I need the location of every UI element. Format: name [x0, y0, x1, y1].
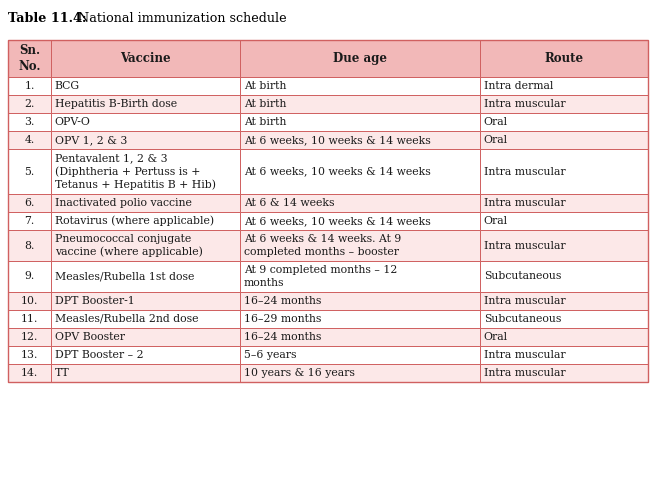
- Text: DPT Booster-1: DPT Booster-1: [54, 296, 134, 306]
- Text: National immunization schedule: National immunization schedule: [70, 12, 287, 25]
- Text: Hepatitis B-Birth dose: Hepatitis B-Birth dose: [54, 99, 177, 109]
- Text: At 6 weeks & 14 weeks. At 9
completed months – booster: At 6 weeks & 14 weeks. At 9 completed mo…: [243, 235, 401, 256]
- Text: 2.: 2.: [24, 99, 35, 109]
- Text: 16–24 months: 16–24 months: [243, 296, 321, 306]
- Text: Measles/Rubella 2nd dose: Measles/Rubella 2nd dose: [54, 314, 198, 324]
- Text: Intra muscular: Intra muscular: [483, 368, 565, 378]
- Text: OPV 1, 2 & 3: OPV 1, 2 & 3: [54, 135, 127, 145]
- Text: Intra muscular: Intra muscular: [483, 350, 565, 360]
- Text: Due age: Due age: [333, 52, 387, 65]
- Text: Intra muscular: Intra muscular: [483, 167, 565, 177]
- Text: At 6 weeks, 10 weeks & 14 weeks: At 6 weeks, 10 weeks & 14 weeks: [243, 216, 430, 226]
- Text: Inactivated polio vaccine: Inactivated polio vaccine: [54, 198, 192, 208]
- Text: 11.: 11.: [21, 314, 38, 324]
- Text: Subcutaneous: Subcutaneous: [483, 271, 561, 281]
- Text: 9.: 9.: [24, 271, 35, 281]
- Text: 4.: 4.: [24, 135, 35, 145]
- Text: Oral: Oral: [483, 216, 508, 226]
- Text: 8.: 8.: [24, 241, 35, 250]
- Text: 6.: 6.: [24, 198, 35, 208]
- Text: Oral: Oral: [483, 135, 508, 145]
- Text: 7.: 7.: [24, 216, 35, 226]
- Text: Route: Route: [544, 52, 584, 65]
- Text: 10.: 10.: [21, 296, 38, 306]
- Text: OPV Booster: OPV Booster: [54, 332, 125, 342]
- Text: At 9 completed months – 12
months: At 9 completed months – 12 months: [243, 265, 397, 287]
- Text: OPV-O: OPV-O: [54, 117, 91, 127]
- Text: At 6 & 14 weeks: At 6 & 14 weeks: [243, 198, 334, 208]
- Text: 16–24 months: 16–24 months: [243, 332, 321, 342]
- Text: At birth: At birth: [243, 81, 286, 91]
- Text: Pneumococcal conjugate
vaccine (where applicable): Pneumococcal conjugate vaccine (where ap…: [54, 234, 203, 257]
- Text: Pentavalent 1, 2 & 3
(Diphtheria + Pertuss is +
Tetanus + Hepatitis B + Hib): Pentavalent 1, 2 & 3 (Diphtheria + Pertu…: [54, 154, 216, 190]
- Text: Intra dermal: Intra dermal: [483, 81, 553, 91]
- Text: 13.: 13.: [21, 350, 38, 360]
- Text: At 6 weeks, 10 weeks & 14 weeks: At 6 weeks, 10 weeks & 14 weeks: [243, 135, 430, 145]
- Text: At birth: At birth: [243, 99, 286, 109]
- Text: Oral: Oral: [483, 332, 508, 342]
- Text: 5.: 5.: [24, 167, 35, 177]
- Text: Intra muscular: Intra muscular: [483, 241, 565, 250]
- Text: 12.: 12.: [21, 332, 38, 342]
- Text: TT: TT: [54, 368, 70, 378]
- Text: 16–29 months: 16–29 months: [243, 314, 321, 324]
- Text: DPT Booster – 2: DPT Booster – 2: [54, 350, 143, 360]
- Text: Oral: Oral: [483, 117, 508, 127]
- Text: Rotavirus (where applicable): Rotavirus (where applicable): [54, 216, 214, 227]
- Text: Subcutaneous: Subcutaneous: [483, 314, 561, 324]
- Text: Sn.
No.: Sn. No.: [18, 44, 41, 73]
- Text: Table 11.4:: Table 11.4:: [8, 12, 87, 25]
- Text: At 6 weeks, 10 weeks & 14 weeks: At 6 weeks, 10 weeks & 14 weeks: [243, 167, 430, 177]
- Text: Intra muscular: Intra muscular: [483, 99, 565, 109]
- Text: At birth: At birth: [243, 117, 286, 127]
- Text: 3.: 3.: [24, 117, 35, 127]
- Text: BCG: BCG: [54, 81, 80, 91]
- Text: Vaccine: Vaccine: [121, 52, 171, 65]
- Text: 14.: 14.: [21, 368, 38, 378]
- Text: 10 years & 16 years: 10 years & 16 years: [243, 368, 354, 378]
- Text: Measles/Rubella 1st dose: Measles/Rubella 1st dose: [54, 271, 194, 281]
- Text: 1.: 1.: [24, 81, 35, 91]
- Text: Intra muscular: Intra muscular: [483, 296, 565, 306]
- Text: Intra muscular: Intra muscular: [483, 198, 565, 208]
- Text: 5–6 years: 5–6 years: [243, 350, 296, 360]
